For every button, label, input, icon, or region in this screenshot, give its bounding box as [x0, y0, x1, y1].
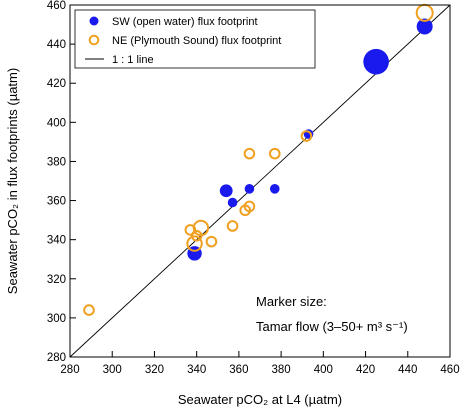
sw-marker: [227, 197, 238, 208]
ne-marker: [184, 224, 197, 236]
legend-marker-sw: [89, 16, 99, 26]
x-tick-label: 420: [356, 364, 375, 376]
sw-marker: [363, 48, 389, 75]
y-tick-label: 460: [47, 0, 66, 12]
ne-marker: [300, 130, 313, 142]
x-tick-label: 340: [187, 364, 206, 376]
y-tick-label: 280: [47, 352, 66, 364]
y-tick-label: 400: [47, 117, 66, 129]
x-tick-label: 320: [145, 364, 164, 376]
legend-label-ne: NE (Plymouth Sound) flux footprint: [112, 35, 281, 47]
y-tick-label: 420: [47, 78, 66, 90]
y-axis-ticks: 280 300 320 340 360 380 400 420 440 460: [47, 0, 76, 364]
y-tick-label: 380: [47, 156, 66, 168]
x-axis-label: Seawater pCO₂ at L4 (µatm): [178, 392, 342, 407]
ne-marker: [243, 200, 256, 213]
y-axis-label: Seawater pCO₂ in flux footprints (µatm): [5, 68, 20, 294]
sw-marker: [244, 184, 255, 194]
x-tick-label: 400: [314, 364, 333, 376]
annotation-tamar-flow: Tamar flow (3–50+ m³ s⁻¹): [256, 319, 408, 334]
ne-markers: [83, 3, 434, 316]
x-tick-label: 360: [229, 364, 248, 376]
y-tick-label: 440: [47, 39, 66, 51]
y-tick-label: 340: [47, 235, 66, 247]
sw-marker: [219, 184, 233, 198]
ne-marker: [243, 147, 256, 160]
ne-marker: [226, 220, 239, 232]
legend-label-sw: SW (open water) flux footprint: [112, 16, 258, 28]
x-tick-label: 460: [440, 364, 459, 376]
ne-marker: [83, 304, 95, 316]
x-tick-label: 300: [103, 364, 122, 376]
ne-marker: [268, 147, 281, 160]
plot-area: [69, 3, 451, 358]
x-tick-label: 280: [60, 364, 79, 376]
ne-marker: [205, 235, 218, 248]
annotation-marker-size: Marker size:: [256, 294, 327, 309]
x-tick-label: 380: [272, 364, 291, 376]
y-tick-label: 320: [47, 274, 66, 286]
y-tick-label: 360: [47, 196, 66, 208]
sw-marker: [416, 18, 433, 35]
sw-marker: [269, 184, 280, 194]
plot-frame: [69, 4, 451, 358]
legend-label-line: 1 : 1 line: [112, 54, 154, 66]
legend-marker-ne: [88, 34, 100, 46]
y-tick-label: 300: [47, 313, 66, 325]
ne-marker: [186, 235, 203, 252]
ne-marker: [192, 219, 210, 237]
x-axis-ticks: 280 300 320 340 360 380 400 420 440 460: [60, 351, 460, 376]
legend-box: [74, 9, 316, 69]
legend: SW (open water) flux footprint NE (Plymo…: [74, 9, 316, 69]
x-tick-label: 440: [398, 364, 417, 376]
